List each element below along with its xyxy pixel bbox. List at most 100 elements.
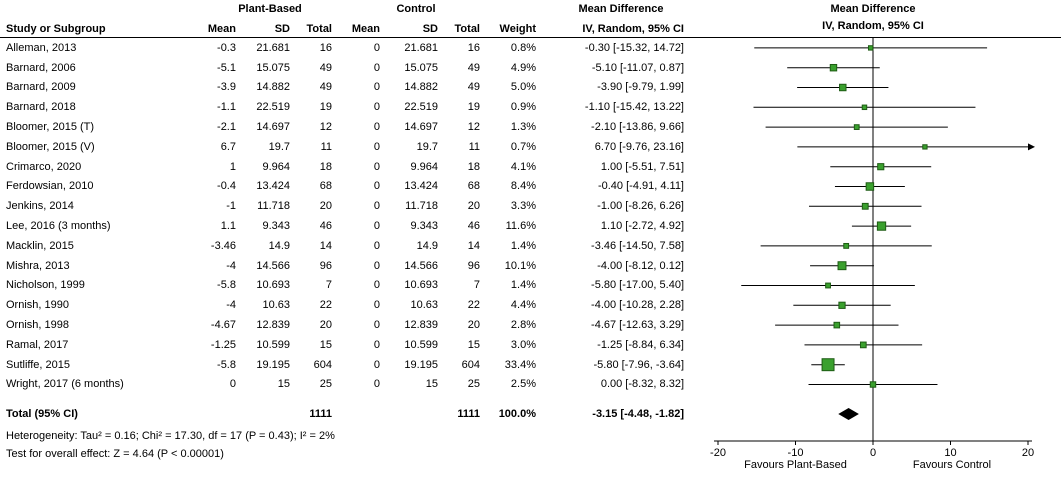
- control-sd-cell: 13.424: [404, 180, 438, 193]
- header-divider: [0, 37, 1061, 38]
- plant-mean-cell: -5.8: [217, 279, 236, 292]
- favours-left-label: Favours Plant-Based: [744, 459, 847, 471]
- control-sd-cell: 19.195: [404, 358, 438, 371]
- weight-cell: 0.7%: [510, 140, 536, 153]
- control-total-cell: 11: [468, 140, 480, 153]
- plant-total-cell: 20: [319, 319, 332, 332]
- plant-sd-cell: 14.566: [256, 259, 290, 272]
- plant-mean-cell: -4: [226, 259, 236, 272]
- plant-mean-cell: -5.1: [217, 61, 236, 74]
- plant-total-cell: 20: [319, 200, 332, 213]
- control-sd-cell: 11.718: [405, 200, 438, 213]
- plant-mean-cell: -1.25: [210, 338, 236, 351]
- control-sd-cell: 14.697: [404, 121, 438, 134]
- plant-sd-cell: 10.693: [256, 279, 290, 292]
- column-header-row: Study or Subgroup Mean SD Total Mean SD …: [0, 19, 1061, 39]
- plant-mean-cell: -3.46: [210, 239, 236, 252]
- overall-effect-note: Test for overall effect: Z = 4.64 (P < 0…: [6, 448, 224, 460]
- ci-text-cell: -3.46 [-14.50, 7.58]: [591, 239, 684, 252]
- study-label: Barnard, 2006: [6, 61, 76, 74]
- plant-sd-cell: 15.075: [256, 61, 290, 74]
- weight-cell: 1.4%: [510, 239, 536, 252]
- table-row: Jenkins, 2014 -1 11.718 20 0 11.718 20 3…: [0, 196, 1061, 216]
- total-plant-n: 1111: [309, 408, 332, 420]
- plant-sd-cell: 21.681: [256, 41, 290, 54]
- table-row: Mishra, 2013 -4 14.566 96 0 14.566 96 10…: [0, 256, 1061, 276]
- weight-cell: 1.4%: [510, 279, 536, 292]
- weight-cell: 4.4%: [510, 299, 536, 312]
- total-label: Total (95% CI): [6, 408, 78, 420]
- group-header-control: Control: [396, 3, 436, 15]
- axis-tick-label: -20: [710, 447, 726, 459]
- control-total-cell: 96: [467, 259, 480, 272]
- plant-mean-cell: -0.3: [217, 41, 236, 54]
- heterogeneity-note: Heterogeneity: Tau² = 0.16; Chi² = 17.30…: [6, 430, 335, 442]
- weight-cell: 0.8%: [510, 41, 536, 54]
- plant-mean-cell: 1: [229, 160, 236, 173]
- plant-sd-column-header: SD: [274, 22, 290, 35]
- table-row: Ornish, 1998 -4.67 12.839 20 0 12.839 20…: [0, 315, 1061, 335]
- study-label: Nicholson, 1999: [6, 279, 85, 292]
- control-sd-cell: 14.566: [404, 259, 438, 272]
- plant-sd-cell: 14.882: [256, 81, 290, 94]
- control-total-cell: 16: [467, 41, 480, 54]
- control-mean-cell: 0: [373, 279, 380, 292]
- study-label: Bloomer, 2015 (T): [6, 121, 95, 134]
- weight-cell: 2.5%: [510, 378, 536, 391]
- table-row: Wright, 2017 (6 months) 0 15 25 0 15 25 …: [0, 375, 1061, 395]
- study-label: Barnard, 2018: [6, 101, 76, 114]
- study-label: Barnard, 2009: [6, 81, 76, 94]
- study-label: Ferdowsian, 2010: [6, 180, 94, 193]
- ci-text-cell: -1.10 [-15.42, 13.22]: [584, 101, 684, 114]
- study-label: Wright, 2017 (6 months): [6, 378, 124, 391]
- table-row: Macklin, 2015 -3.46 14.9 14 0 14.9 14 1.…: [0, 236, 1061, 256]
- table-row: Barnard, 2009 -3.9 14.882 49 0 14.882 49…: [0, 78, 1061, 98]
- plant-total-column-header: Total: [306, 22, 332, 35]
- plant-total-cell: 49: [319, 81, 332, 94]
- weight-cell: 3.0%: [510, 338, 536, 351]
- control-sd-cell: 10.63: [410, 299, 438, 312]
- total-control-n: 1111: [457, 408, 480, 420]
- control-mean-cell: 0: [373, 180, 380, 193]
- ci-text-cell: -2.10 [-13.86, 9.66]: [591, 121, 684, 134]
- ci-plot-column-header: IV, Random, 95% CI: [822, 20, 924, 32]
- table-row: Lee, 2016 (3 months) 1.1 9.343 46 0 9.34…: [0, 216, 1061, 236]
- plant-mean-cell: -1: [226, 200, 236, 213]
- plant-sd-cell: 9.964: [262, 160, 290, 173]
- ci-text-cell: -1.00 [-8.26, 6.26]: [597, 200, 684, 213]
- plant-mean-cell: -3.9: [217, 81, 236, 94]
- control-sd-cell: 14.882: [404, 81, 438, 94]
- plant-total-cell: 12: [319, 121, 332, 134]
- control-total-cell: 46: [467, 220, 480, 233]
- control-total-cell: 15: [467, 338, 480, 351]
- plant-total-cell: 15: [319, 338, 332, 351]
- ci-text-cell: -1.25 [-8.84, 6.34]: [597, 338, 684, 351]
- table-row: Bloomer, 2015 (V) 6.7 19.7 11 0 19.7 11 …: [0, 137, 1061, 157]
- plant-total-cell: 25: [319, 378, 332, 391]
- control-total-cell: 7: [473, 279, 480, 292]
- study-label: Jenkins, 2014: [6, 200, 74, 213]
- weight-cell: 8.4%: [510, 180, 536, 193]
- control-sd-cell: 9.343: [410, 220, 438, 233]
- control-sd-cell: 12.839: [404, 319, 438, 332]
- control-mean-cell: 0: [373, 319, 380, 332]
- ci-text-cell: -3.90 [-9.79, 1.99]: [597, 81, 684, 94]
- control-sd-cell: 15.075: [404, 61, 438, 74]
- mean-difference-text-column-header: Mean Difference: [578, 3, 664, 15]
- control-total-cell: 49: [467, 81, 480, 94]
- ci-text-cell: -4.00 [-10.28, 2.28]: [591, 299, 684, 312]
- plant-total-cell: 7: [325, 279, 332, 292]
- control-total-cell: 25: [467, 378, 480, 391]
- table-row: Barnard, 2006 -5.1 15.075 49 0 15.075 49…: [0, 58, 1061, 78]
- control-mean-cell: 0: [373, 41, 380, 54]
- table-row: Sutliffe, 2015 -5.8 19.195 604 0 19.195 …: [0, 355, 1061, 375]
- plant-total-cell: 96: [319, 259, 332, 272]
- control-mean-cell: 0: [373, 358, 380, 371]
- control-total-column-header: Total: [454, 22, 480, 35]
- control-sd-cell: 10.693: [404, 279, 438, 292]
- plant-total-cell: 14: [319, 239, 332, 252]
- control-total-cell: 19: [467, 101, 480, 114]
- weight-cell: 11.6%: [505, 220, 536, 233]
- plant-sd-cell: 11.718: [257, 200, 290, 213]
